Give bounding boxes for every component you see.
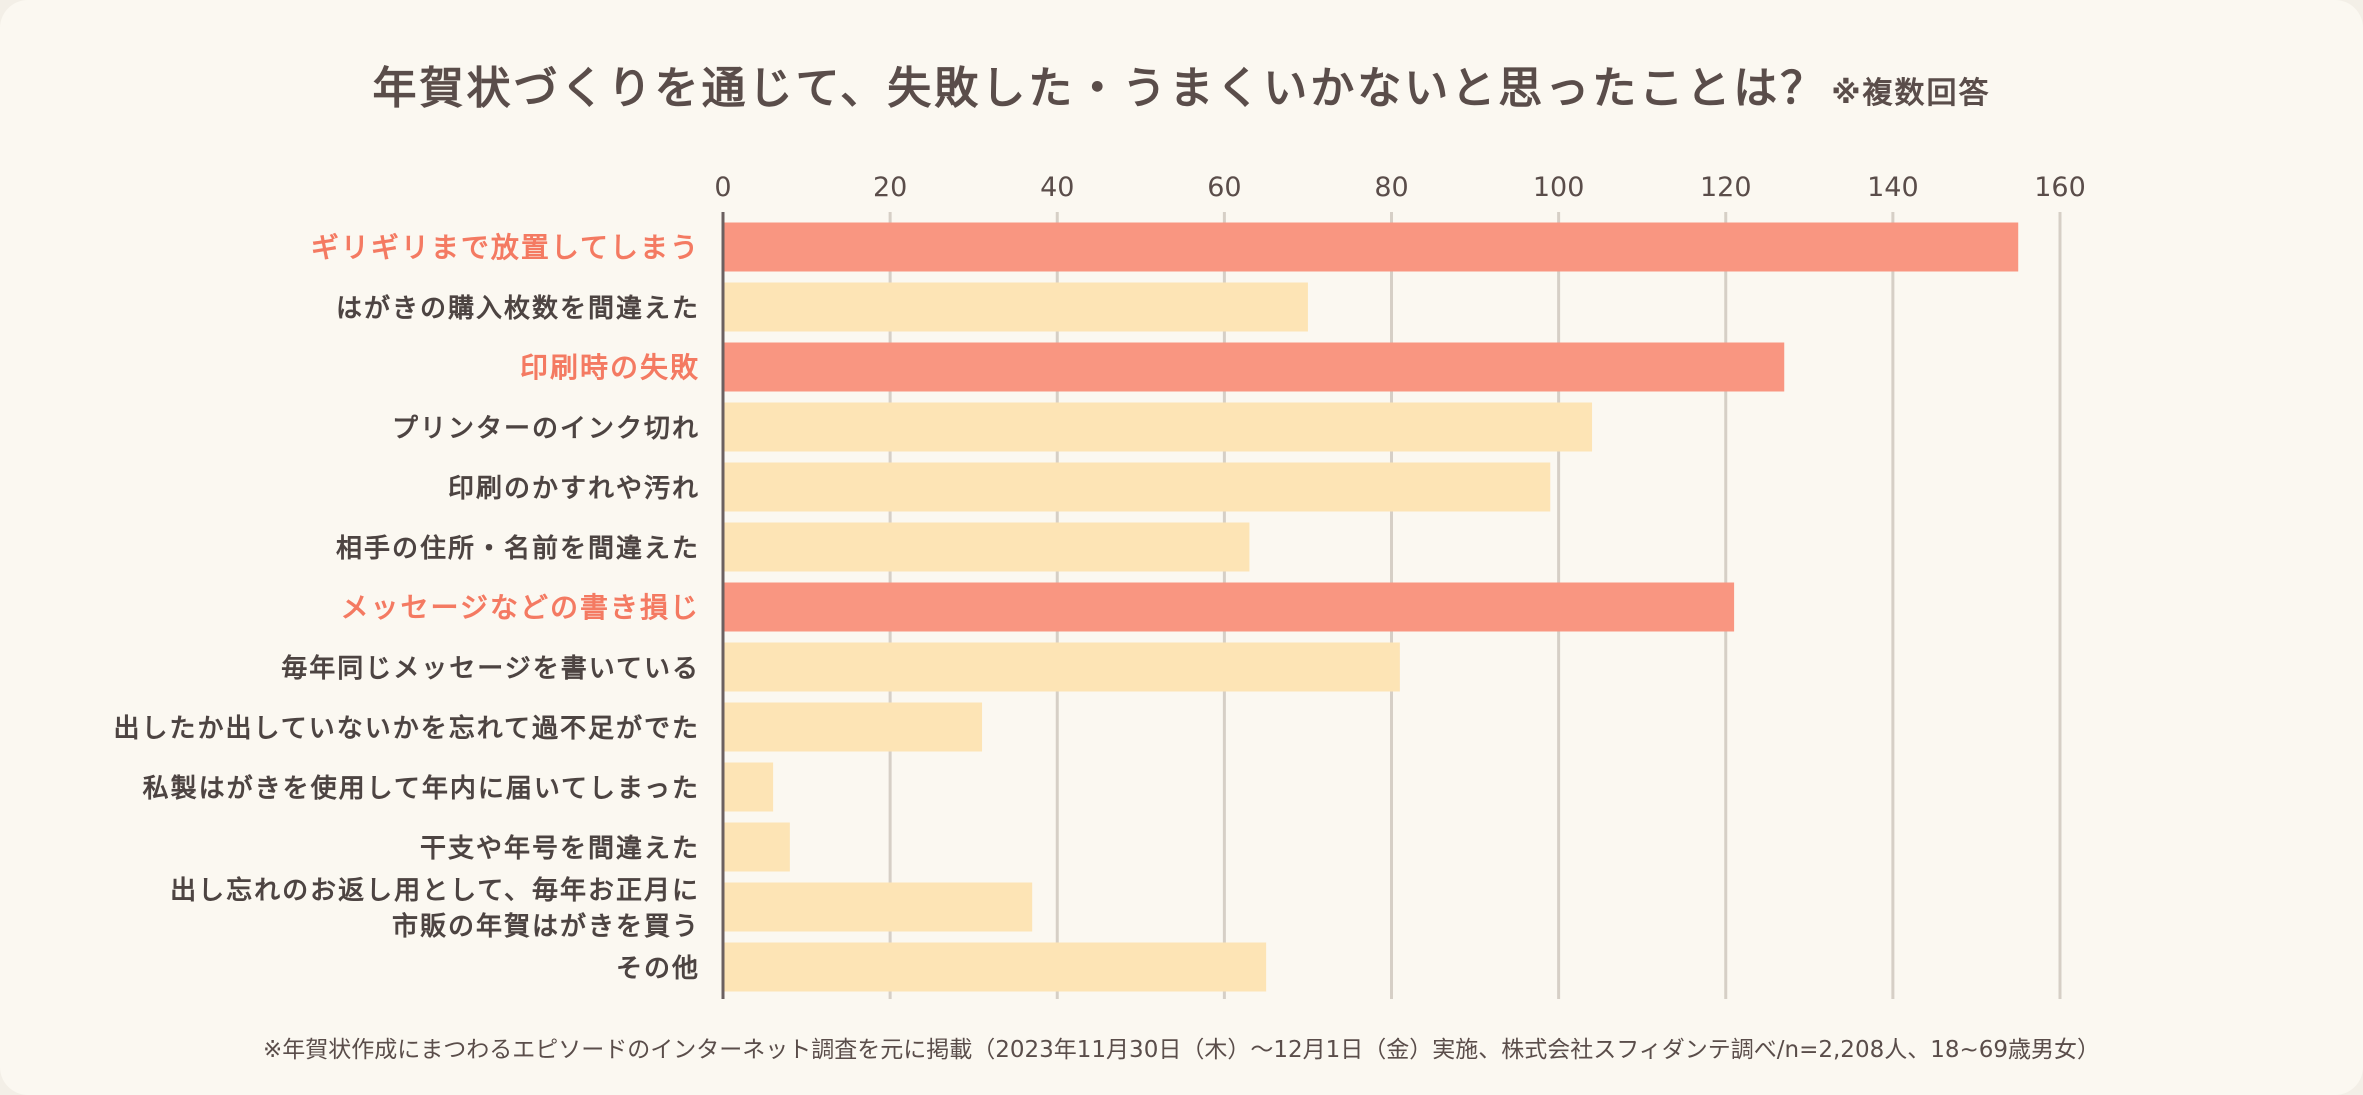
bar [723, 642, 1400, 692]
bar [723, 462, 1551, 512]
category-label: 出したか出していないかを忘れて過不足がでた [114, 713, 700, 744]
category-label: はがきの購入枚数を間違えた [336, 293, 700, 324]
category-label: 印刷時の失敗 [520, 351, 700, 384]
bar [723, 342, 1785, 392]
category-label: その他 [616, 954, 700, 984]
x-tick-label: 40 [1040, 172, 1074, 203]
category-label: メッセージなどの書き損じ [341, 591, 700, 624]
category-label: 私製はがきを使用して年内に届いてしまった [143, 773, 700, 804]
category-label: プリンターのインク切れ [392, 414, 700, 444]
bar [723, 582, 1735, 632]
footnote: ※年賀状作成にまつわるエピソードのインターネット調査を元に掲載（2023年11月… [262, 1037, 2101, 1063]
category-label: 出し忘れのお返し用として、毎年お正月に [170, 875, 700, 906]
bar [723, 882, 1033, 932]
bar [723, 402, 1593, 452]
chart-title: 年賀状づくりを通じて、失敗した・うまくいかないと思ったことは？ ※複数回答 [0, 52, 2363, 116]
x-tick-label: 20 [873, 172, 907, 203]
category-label: 毎年同じメッセージを書いている [281, 653, 700, 684]
category-label: 印刷のかすれや汚れ [448, 474, 700, 504]
bar [723, 522, 1250, 572]
x-tick-label: 60 [1207, 172, 1241, 203]
x-tick-label: 160 [2034, 172, 2086, 203]
x-tick-label: 140 [1867, 172, 1919, 203]
bar [723, 702, 983, 752]
bar [723, 282, 1308, 332]
title-note: ※複数回答 [1831, 76, 1991, 111]
x-tick-label: 120 [1700, 172, 1752, 203]
bar [723, 762, 774, 812]
title-main: 年賀状づくりを通じて、失敗した・うまくいかないと思ったことは？ [372, 63, 1828, 114]
bar [723, 822, 790, 872]
category-label: 相手の住所・名前を間違えた [336, 533, 700, 564]
category-label: 市販の年賀はがきを買う [392, 911, 700, 942]
bar [723, 942, 1267, 992]
x-tick-label: 80 [1374, 172, 1408, 203]
category-label: ギリギリまで放置してしまう [311, 231, 700, 264]
x-tick-label: 0 [714, 172, 731, 203]
bar [723, 222, 2019, 272]
category-label: 干支や年号を間違えた [420, 833, 700, 864]
x-tick-label: 100 [1533, 172, 1585, 203]
